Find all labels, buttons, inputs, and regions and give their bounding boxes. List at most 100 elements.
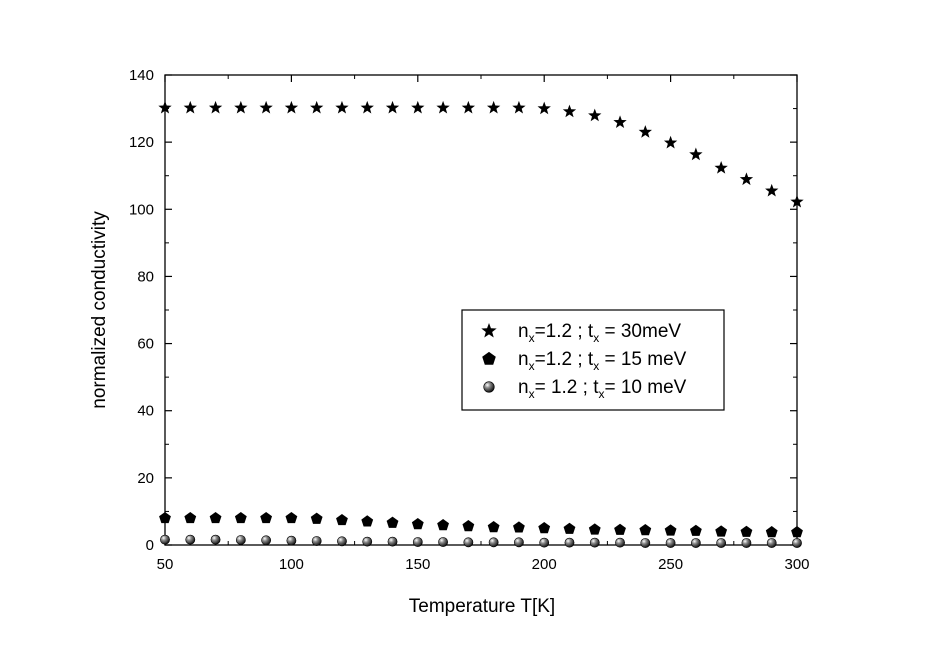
data-point-sphere: [235, 535, 246, 545]
data-point-star: [613, 115, 627, 128]
data-point-star: [310, 100, 324, 114]
data-point-pentagon: [336, 513, 348, 526]
data-point-sphere: [463, 537, 474, 548]
data-point-star: [385, 100, 400, 114]
data-point-pentagon: [715, 525, 728, 537]
data-point-pentagon: [462, 520, 475, 532]
data-point-sphere: [716, 538, 727, 548]
data-point-star: [436, 100, 450, 114]
tick-labels: 50 100 150 200 250 300 0 20 40 60 80 100 120 140: [129, 67, 810, 573]
data-point-sphere: [488, 537, 499, 548]
legend-label-part: = 10 meV: [604, 377, 686, 398]
y-tick-label: 80: [137, 268, 154, 285]
data-point-pentagon: [437, 518, 449, 531]
series-2: [159, 511, 803, 538]
y-axis-title: normalized conductivity: [89, 211, 110, 409]
data-point-star: [638, 125, 652, 138]
legend-subscript: x: [529, 387, 535, 401]
legend-label-part: n: [518, 377, 529, 398]
legend-box: [461, 309, 725, 411]
legend-subscript: x: [598, 387, 604, 401]
legend-marker-pentagon: [482, 351, 496, 365]
data-point-pentagon: [639, 524, 652, 536]
data-point-sphere: [564, 537, 575, 548]
legend-marker-sphere: [483, 381, 495, 393]
data-point-star: [765, 183, 779, 197]
data-point-pentagon: [513, 521, 525, 533]
y-tick-label: 60: [137, 336, 154, 353]
legend-label-part: = 15 meV: [599, 349, 686, 370]
data-point-star: [183, 100, 197, 114]
legend-subscript: x: [593, 331, 599, 345]
data-point-star: [562, 104, 577, 118]
data-point-sphere: [665, 538, 676, 548]
legend-marker-star: [481, 322, 497, 338]
data-point-star: [208, 100, 223, 114]
data-point-pentagon: [310, 512, 323, 524]
data-point-sphere: [615, 537, 625, 548]
legend-entry: nx=1.2 ; tx = 15 meV: [482, 349, 687, 373]
data-point-star: [512, 100, 526, 114]
data-point-star: [360, 100, 374, 114]
data-point-star: [537, 101, 551, 115]
data-point-sphere: [766, 538, 777, 548]
legend-label: nx= 1.2 ; tx= 10 meV: [518, 377, 687, 401]
data-point-sphere: [261, 535, 272, 546]
data-point-sphere: [539, 537, 550, 548]
data-point-sphere: [412, 537, 423, 547]
legend-entry: nx= 1.2 ; tx= 10 meV: [483, 377, 687, 401]
data-point-star: [663, 135, 678, 149]
x-tick-label: 250: [658, 556, 683, 573]
data-point-star: [588, 108, 602, 122]
data-point-sphere: [438, 537, 448, 547]
legend-label-part: =1.2 ; t: [535, 321, 594, 342]
data-point-sphere: [640, 538, 651, 548]
data-point-pentagon: [209, 511, 222, 524]
data-point-sphere: [792, 538, 802, 548]
data-point-pentagon: [791, 526, 803, 538]
data-point-pentagon: [386, 516, 399, 528]
data-point-pentagon: [159, 511, 171, 524]
data-marks: [158, 100, 804, 548]
data-point-sphere: [286, 535, 297, 546]
data-point-sphere: [741, 538, 752, 548]
data-point-star: [790, 194, 804, 208]
data-point-star: [411, 100, 425, 114]
legend-subscript: x: [529, 359, 535, 373]
legend-label-part: = 1.2 ; t: [535, 377, 600, 398]
data-point-star: [461, 100, 476, 114]
legend-label: nx=1.2 ; tx = 15 meV: [518, 349, 687, 373]
data-point-pentagon: [361, 515, 374, 527]
data-point-pentagon: [285, 511, 298, 524]
legend-label-part: =1.2 ; t: [535, 349, 594, 370]
data-point-pentagon: [538, 522, 551, 534]
legend-label: nx=1.2 ; tx = 30meV: [518, 321, 681, 345]
legend-label-part: = 30meV: [599, 321, 681, 342]
data-point-pentagon: [664, 524, 677, 536]
legend-subscript: x: [529, 331, 535, 345]
legend-label-part: n: [518, 349, 529, 370]
data-point-sphere: [210, 534, 221, 545]
data-point-pentagon: [740, 525, 753, 537]
data-point-pentagon: [765, 526, 778, 538]
y-tick-label: 120: [129, 134, 154, 151]
data-point-star: [284, 100, 299, 114]
data-point-pentagon: [487, 521, 500, 533]
legend-subscript: x: [593, 359, 599, 373]
x-tick-label: 50: [157, 556, 174, 573]
y-tick-label: 100: [129, 201, 154, 218]
data-point-star: [335, 100, 349, 114]
data-point-sphere: [337, 536, 347, 547]
data-point-sphere: [514, 537, 524, 548]
x-tick-label: 100: [279, 556, 304, 573]
data-point-pentagon: [588, 523, 601, 535]
data-point-sphere: [362, 536, 373, 547]
data-point-star: [739, 172, 754, 186]
data-point-pentagon: [184, 511, 197, 524]
data-point-pentagon: [614, 523, 626, 535]
y-tick-label: 140: [129, 67, 154, 84]
data-point-sphere: [690, 538, 701, 548]
y-tick-label: 20: [137, 470, 154, 487]
